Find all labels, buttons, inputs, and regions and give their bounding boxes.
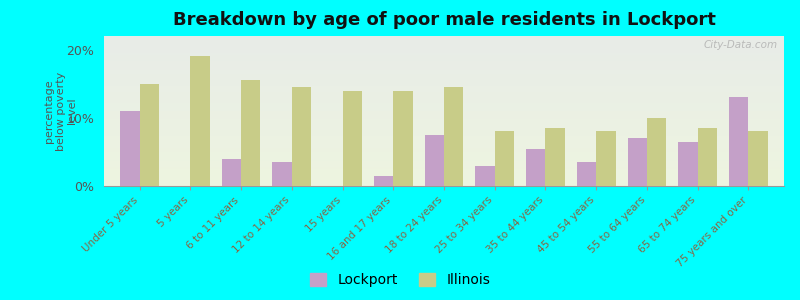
Bar xyxy=(273,162,292,186)
Bar xyxy=(139,84,159,186)
Title: Breakdown by age of poor male residents in Lockport: Breakdown by age of poor male residents … xyxy=(173,11,715,29)
Bar xyxy=(678,142,698,186)
Bar xyxy=(526,148,546,186)
Text: City-Data.com: City-Data.com xyxy=(703,40,778,50)
Bar xyxy=(222,159,241,186)
Bar xyxy=(374,176,394,186)
Bar xyxy=(729,98,749,186)
Bar xyxy=(292,87,311,186)
Bar xyxy=(425,135,444,186)
Bar xyxy=(120,111,139,186)
Bar xyxy=(546,128,565,186)
Bar xyxy=(628,138,647,186)
Bar xyxy=(647,118,666,186)
Bar xyxy=(749,131,768,186)
Bar xyxy=(475,166,494,186)
Bar xyxy=(241,80,260,186)
Bar xyxy=(394,91,413,186)
Bar xyxy=(698,128,717,186)
Bar xyxy=(342,91,362,186)
Bar xyxy=(494,131,514,186)
Bar xyxy=(596,131,615,186)
Y-axis label: percentage
below poverty
level: percentage below poverty level xyxy=(44,71,78,151)
Bar xyxy=(577,162,596,186)
Bar xyxy=(444,87,463,186)
Legend: Lockport, Illinois: Lockport, Illinois xyxy=(310,273,490,287)
Bar xyxy=(190,56,210,186)
